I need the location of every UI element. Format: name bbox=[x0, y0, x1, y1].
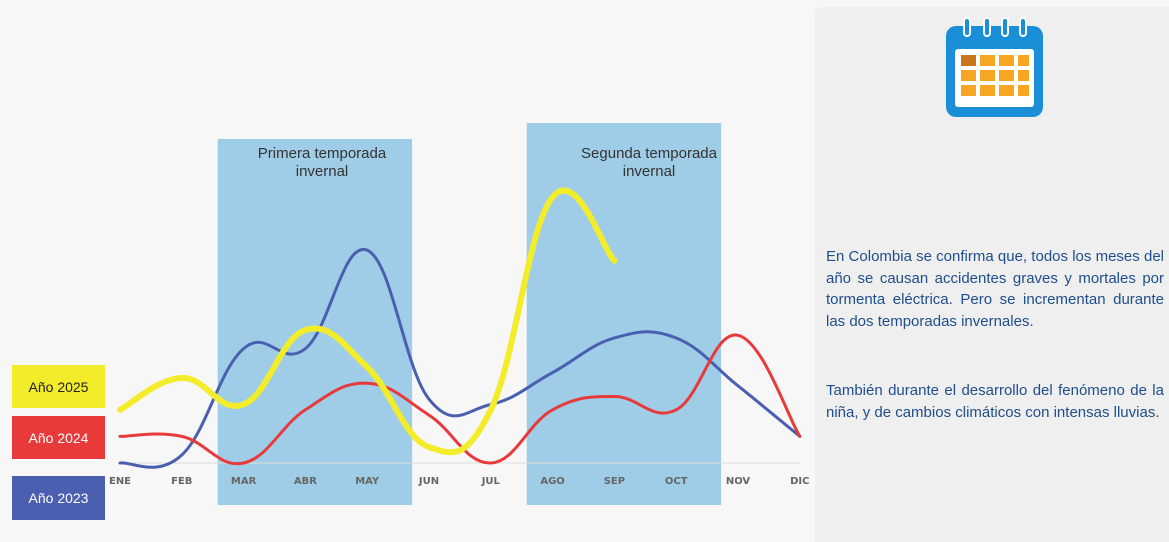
panel-paragraph-1: En Colombia se confirma que, todos los m… bbox=[826, 248, 1164, 330]
x-tick-nov: NOV bbox=[726, 476, 751, 487]
legend-label-2023: Año 2023 bbox=[28, 490, 89, 506]
line-chart: ENE FEB MAR ABR MAY JUN JUL AGO SEP OCT NOV DIC bbox=[109, 123, 809, 505]
series-line-año-2025 bbox=[117, 187, 618, 456]
legend-2024: Año 2024 bbox=[12, 416, 105, 459]
legend-2025: Año 2025 bbox=[12, 365, 105, 408]
legend-2023: Año 2023 bbox=[12, 476, 105, 520]
panel-paragraph-2: También durante el desarrollo del fenóme… bbox=[826, 382, 1164, 421]
legend-label-2025: Año 2025 bbox=[28, 378, 89, 395]
x-tick-may: MAY bbox=[355, 476, 380, 487]
legend-label-2024: Año 2024 bbox=[28, 429, 89, 446]
x-tick-mar: MAR bbox=[231, 476, 257, 487]
season-band-second bbox=[526, 123, 722, 505]
series-line-año-2023 bbox=[118, 248, 802, 469]
x-tick-ago: AGO bbox=[540, 476, 564, 487]
x-tick-ene: ENE bbox=[109, 476, 131, 487]
season-band-first bbox=[217, 139, 413, 505]
calendar-icon bbox=[946, 17, 1043, 117]
x-tick-dic: DIC bbox=[790, 476, 809, 487]
season-label-second: Segunda temporada invernal bbox=[581, 145, 717, 180]
x-tick-oct: OCT bbox=[665, 476, 688, 487]
x-tick-jun: JUN bbox=[418, 476, 439, 487]
series-line-año-2024 bbox=[118, 333, 802, 466]
x-tick-jul: JUL bbox=[481, 476, 501, 487]
x-tick-abr: ABR bbox=[294, 476, 317, 487]
season-label-first: Primera temporada invernal bbox=[257, 145, 387, 180]
x-tick-feb: FEB bbox=[171, 476, 192, 487]
x-tick-sep: SEP bbox=[604, 476, 625, 487]
